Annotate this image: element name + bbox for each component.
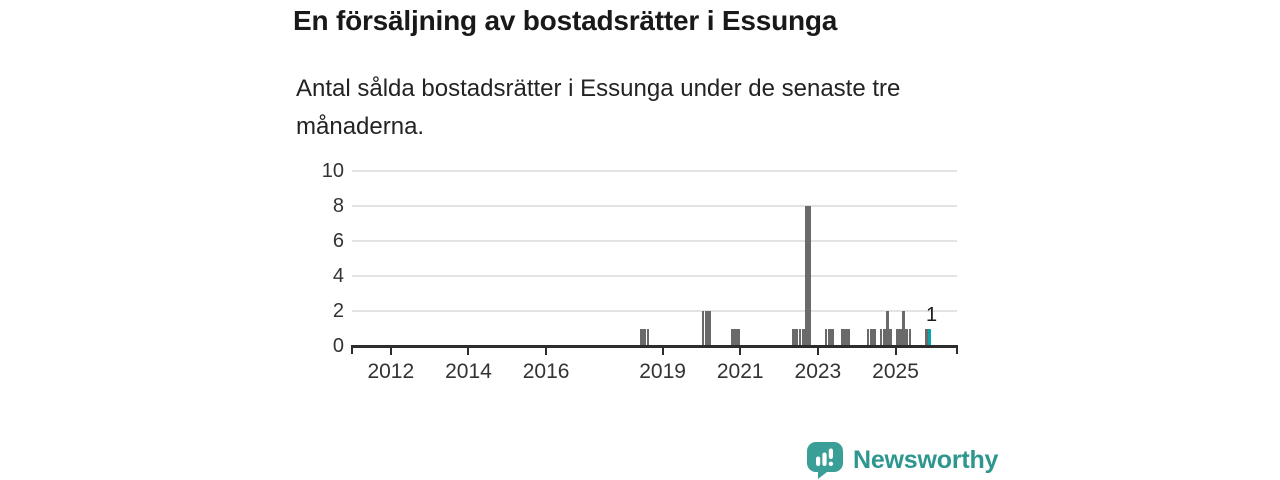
bar [733, 328, 737, 347]
bar [843, 328, 847, 347]
x-axis-tick-label: 2023 [794, 360, 842, 383]
bar [882, 328, 886, 347]
bar [801, 328, 805, 347]
x-axis-tick-label: 2016 [522, 360, 570, 383]
bar [643, 328, 647, 347]
bar [873, 328, 876, 347]
bar [898, 328, 902, 347]
bar [831, 328, 834, 347]
bar [792, 328, 795, 347]
x-axis-tick-mark [816, 348, 819, 355]
bar [869, 328, 873, 347]
bar [795, 328, 799, 347]
y-axis-tick-label: 4 [332, 265, 344, 287]
bar [924, 328, 928, 347]
x-axis-end-tick-mark [956, 347, 958, 354]
bar [701, 311, 705, 347]
y-axis-tick-label: 2 [332, 300, 344, 322]
x-axis-tick-label: 2019 [639, 360, 686, 383]
x-axis-tick-label: 2012 [367, 360, 415, 383]
bar-current-period [928, 328, 931, 347]
bar [840, 328, 844, 347]
chart-subtitle: Antal sålda bostadsrätter i Essunga unde… [296, 75, 901, 140]
gridline [352, 240, 957, 242]
x-axis-tick-label: 2021 [716, 360, 764, 383]
bar [737, 328, 740, 347]
y-axis-tick-label: 10 [321, 160, 344, 182]
brand-name: Newsworthy [853, 446, 999, 474]
chart-title: En försäljning av bostadsrätter i Essung… [293, 5, 838, 36]
bar [646, 328, 650, 347]
bar [889, 328, 893, 347]
bar [805, 206, 808, 347]
gridline [352, 310, 957, 312]
gridline [352, 275, 957, 277]
x-axis-tick-mark [739, 348, 742, 355]
gridline [352, 205, 957, 207]
bar [824, 328, 828, 347]
x-axis-tick-mark [545, 348, 548, 355]
x-axis-tick-mark [661, 348, 664, 355]
bar [908, 328, 912, 347]
x-axis-end-tick-mark [351, 347, 353, 354]
bar [798, 328, 802, 347]
bar-chart-plot-area: 0 2 4 6 8 10 2012 2014 2016 2019 2021 2023 2025 1 [300, 160, 980, 395]
y-axis-tick-label: 8 [332, 195, 344, 217]
x-axis-tick-mark [467, 348, 470, 355]
y-axis-tick-label: 0 [332, 335, 344, 357]
x-axis-tick-mark [389, 348, 392, 355]
brand-logo-link[interactable]: Newsworthy [806, 441, 998, 479]
x-axis-line [351, 345, 958, 348]
speech-bubble-bar-chart-icon [807, 442, 843, 479]
bar [827, 328, 831, 347]
bar [730, 328, 734, 347]
bar [708, 311, 711, 347]
bar [902, 311, 905, 347]
bar [847, 328, 850, 347]
bar-value-label: 1 [925, 303, 938, 326]
bar [879, 328, 883, 347]
bar [640, 328, 643, 347]
gridline [352, 170, 957, 172]
bar [905, 328, 909, 347]
y-axis-tick-label: 6 [332, 230, 344, 252]
bar [704, 311, 708, 347]
bar [895, 328, 899, 347]
x-axis-tick-mark [894, 348, 897, 355]
bar [886, 311, 889, 347]
bar [808, 206, 812, 347]
bar [866, 328, 870, 347]
x-axis-tick-label: 2025 [872, 360, 919, 383]
x-axis-tick-label: 2014 [445, 360, 492, 383]
